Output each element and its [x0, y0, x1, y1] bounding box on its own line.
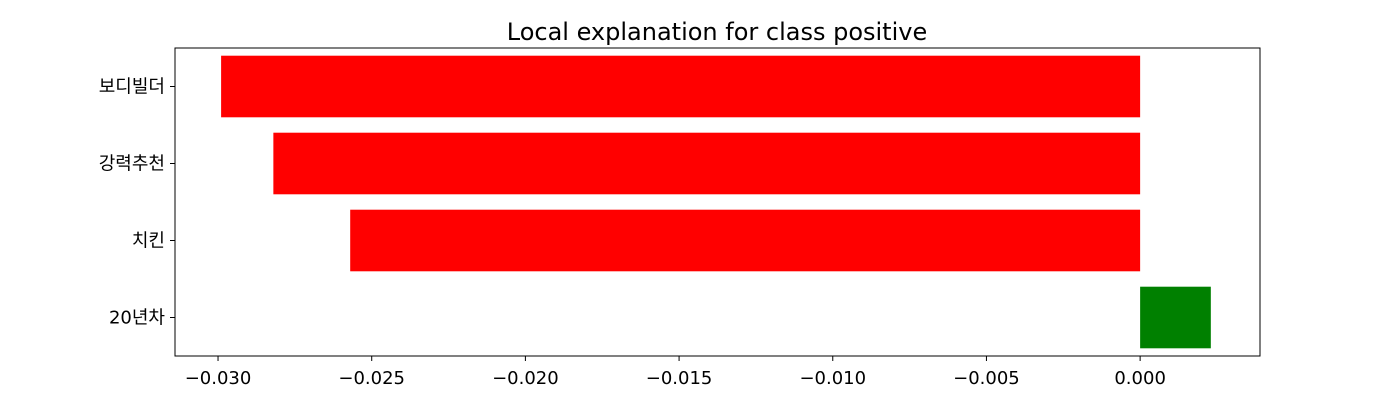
x-tick-label: −0.005	[953, 368, 1020, 389]
x-tick-label: −0.010	[799, 368, 866, 389]
y-tick-label: 20년차	[109, 308, 165, 329]
x-tick-label: 0.000	[1114, 368, 1166, 389]
x-tick-label: −0.020	[492, 368, 559, 389]
bar-4	[1140, 286, 1211, 349]
y-tick-label: 보디빌더	[99, 77, 165, 98]
y-tick-label: 강력추천	[99, 154, 165, 175]
bar-3	[350, 209, 1141, 272]
y-tick-label: 치킨	[132, 231, 165, 252]
bars-group	[221, 55, 1211, 349]
chart-title: Local explanation for class positive	[507, 18, 927, 46]
x-tick-label: −0.025	[338, 368, 405, 389]
x-tick-label: −0.015	[646, 368, 713, 389]
plot-frame	[174, 47, 1261, 357]
x-axis-ticks: −0.030 −0.025 −0.020 −0.015 −0.010 −0.005 0.00…	[185, 356, 1166, 389]
bar-2	[273, 132, 1141, 195]
bar-1	[221, 55, 1141, 118]
x-tick-label: −0.030	[185, 368, 252, 389]
